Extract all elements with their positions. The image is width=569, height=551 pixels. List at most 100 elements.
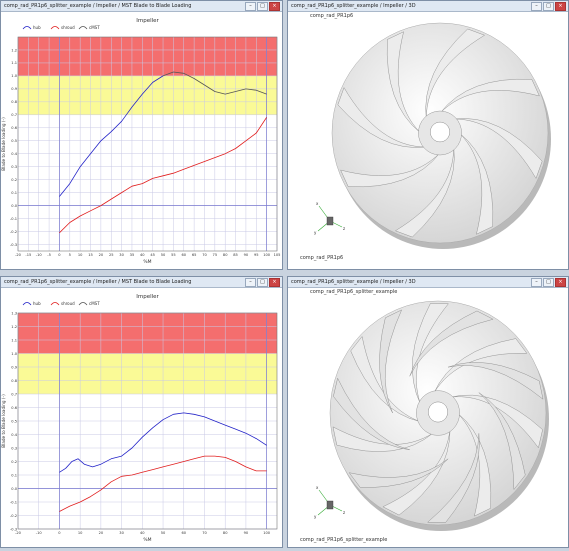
- impeller-blade: [439, 78, 540, 114]
- window-titlebar[interactable]: comp_rad_PR1p6_splitter_example / Impell…: [288, 277, 568, 288]
- x-tick-label: -20: [15, 253, 22, 257]
- chart-title: Impeller: [136, 294, 159, 300]
- model-name-header: comp_rad_PR1p6: [310, 13, 354, 19]
- impeller-blade: [425, 28, 486, 120]
- maximize-button[interactable]: □: [543, 2, 554, 11]
- x-tick-label: 55: [171, 253, 176, 257]
- window-titlebar[interactable]: comp_rad_PR1p6_splitter_example / Impell…: [1, 277, 282, 288]
- x-tick-label: 35: [130, 253, 135, 257]
- maximize-button[interactable]: □: [543, 278, 554, 287]
- window-title: comp_rad_PR1p6_splitter_example / Impell…: [291, 3, 416, 9]
- y-tick-label: 1.1: [11, 338, 17, 342]
- series-line-hub: [59, 75, 164, 197]
- impeller-blade: [382, 428, 451, 516]
- legend-entry: shroud: [61, 25, 75, 30]
- x-tick-label: 90: [244, 531, 249, 535]
- x-axis-label: %M: [143, 259, 151, 265]
- x-tick-label: 50: [161, 531, 166, 535]
- x-tick-label: 10: [78, 531, 83, 535]
- x-tick-label: 70: [202, 253, 207, 257]
- legend-entry: shroud: [61, 301, 75, 306]
- legend-swatch: [50, 302, 60, 306]
- x-tick-label: 85: [233, 253, 238, 257]
- x-tick-label: 0: [58, 531, 61, 535]
- legend-entry: cMST: [89, 25, 100, 30]
- blade-loading-chart: Impeller -20 -15 -10 -5 0 5 10 15 20 25 30 35 40 45 50 5…: [1, 18, 281, 265]
- axis-x-label: x: [316, 201, 319, 206]
- y-tick-label: 0.1: [11, 191, 17, 195]
- legend-entry: hub: [33, 301, 41, 306]
- legend-swatch: [78, 26, 88, 30]
- yellow-zone-band: [18, 353, 277, 394]
- impeller-blade: [412, 303, 449, 405]
- y-tick-label: 0.6: [11, 126, 17, 130]
- red-zone-band: [18, 37, 277, 76]
- x-tick-label: 50: [161, 253, 166, 257]
- x-tick-label: 25: [109, 253, 114, 257]
- splitter-blade: [448, 362, 544, 400]
- window-titlebar[interactable]: comp_rad_PR1p6_splitter_example / Impell…: [288, 1, 568, 12]
- y-tick-label: 1.0: [11, 352, 17, 356]
- y-tick-label: 1.2: [11, 325, 17, 329]
- y-tick-label: 1.1: [11, 61, 17, 65]
- window-titlebar[interactable]: comp_rad_PR1p6_splitter_example / Impell…: [1, 1, 282, 12]
- y-tick-label: 0.8: [11, 379, 17, 383]
- minimize-button[interactable]: –: [245, 2, 256, 11]
- impeller-blade: [340, 152, 441, 188]
- x-tick-label: 75: [213, 253, 218, 257]
- impeller-blade: [386, 31, 421, 134]
- x-tick-label: 30: [119, 253, 124, 257]
- plot-frame: [17, 312, 278, 530]
- minimize-button[interactable]: –: [531, 2, 542, 11]
- minimize-button[interactable]: –: [245, 278, 256, 287]
- window-title: comp_rad_PR1p6_splitter_example / Impell…: [4, 3, 192, 9]
- x-tick-label: 20: [99, 253, 104, 257]
- x-tick-label: 80: [223, 253, 228, 257]
- y-tick-label: -0.2: [10, 230, 17, 234]
- y-tick-label: 0.8: [11, 100, 17, 104]
- legend-swatch: [22, 302, 32, 306]
- y-tick-label: -0.1: [10, 500, 17, 504]
- close-button[interactable]: ×: [555, 278, 566, 287]
- impeller-blade: [394, 146, 455, 238]
- x-tick-label: 95: [254, 253, 259, 257]
- maximize-button[interactable]: □: [257, 278, 268, 287]
- minimize-button[interactable]: –: [531, 278, 542, 287]
- close-button[interactable]: ×: [269, 278, 280, 287]
- red-zone-band: [18, 313, 277, 354]
- yellow-zone-band: [18, 75, 277, 115]
- impeller-blade: [459, 132, 494, 235]
- x-axis-label: %M: [143, 537, 151, 543]
- loading-chart-window-top[interactable]: comp_rad_PR1p6_splitter_example / Impell…: [0, 0, 283, 270]
- impeller-3d-viewport[interactable]: x y z: [288, 11, 568, 269]
- impeller-blade: [433, 338, 528, 394]
- legend-swatch: [22, 26, 32, 30]
- y-axis-label: Blade to Blade loading (-): [1, 394, 6, 448]
- y-tick-label: -0.2: [10, 514, 17, 518]
- legend-swatch: [78, 302, 88, 306]
- impeller-3d-window-bottom[interactable]: comp_rad_PR1p6_splitter_example / Impell…: [287, 276, 569, 548]
- x-tick-label: 105: [274, 253, 281, 257]
- model-name-footer: comp_rad_PR1p6_splitter_example: [300, 537, 388, 543]
- x-tick-label: 20: [99, 531, 104, 535]
- maximize-button[interactable]: □: [257, 2, 268, 11]
- y-tick-label: 1.0: [11, 74, 17, 78]
- y-tick-label: 0.9: [11, 87, 17, 91]
- y-tick-label: 0.0: [11, 204, 17, 208]
- close-button[interactable]: ×: [555, 2, 566, 11]
- y-tick-label: 0.2: [11, 178, 17, 182]
- y-tick-label: 0.3: [11, 446, 17, 450]
- legend-entry: hub: [33, 25, 41, 30]
- axis-y-label: y: [314, 514, 317, 519]
- model-name-header: comp_rad_PR1p6_splitter_example: [310, 289, 398, 295]
- impeller-3d-viewport[interactable]: x y z: [288, 287, 568, 547]
- x-tick-label: 65: [192, 253, 197, 257]
- x-tick-label: 70: [202, 531, 207, 535]
- loading-chart-window-bottom[interactable]: comp_rad_PR1p6_splitter_example / Impell…: [0, 276, 283, 548]
- y-tick-label: 0.7: [11, 113, 17, 117]
- x-tick-label: -5: [47, 253, 51, 257]
- impeller-3d-window-top[interactable]: comp_rad_PR1p6_splitter_example / Impell…: [287, 0, 569, 270]
- x-tick-label: 0: [58, 253, 61, 257]
- window-title: comp_rad_PR1p6_splitter_example / Impell…: [4, 279, 192, 285]
- close-button[interactable]: ×: [269, 2, 280, 11]
